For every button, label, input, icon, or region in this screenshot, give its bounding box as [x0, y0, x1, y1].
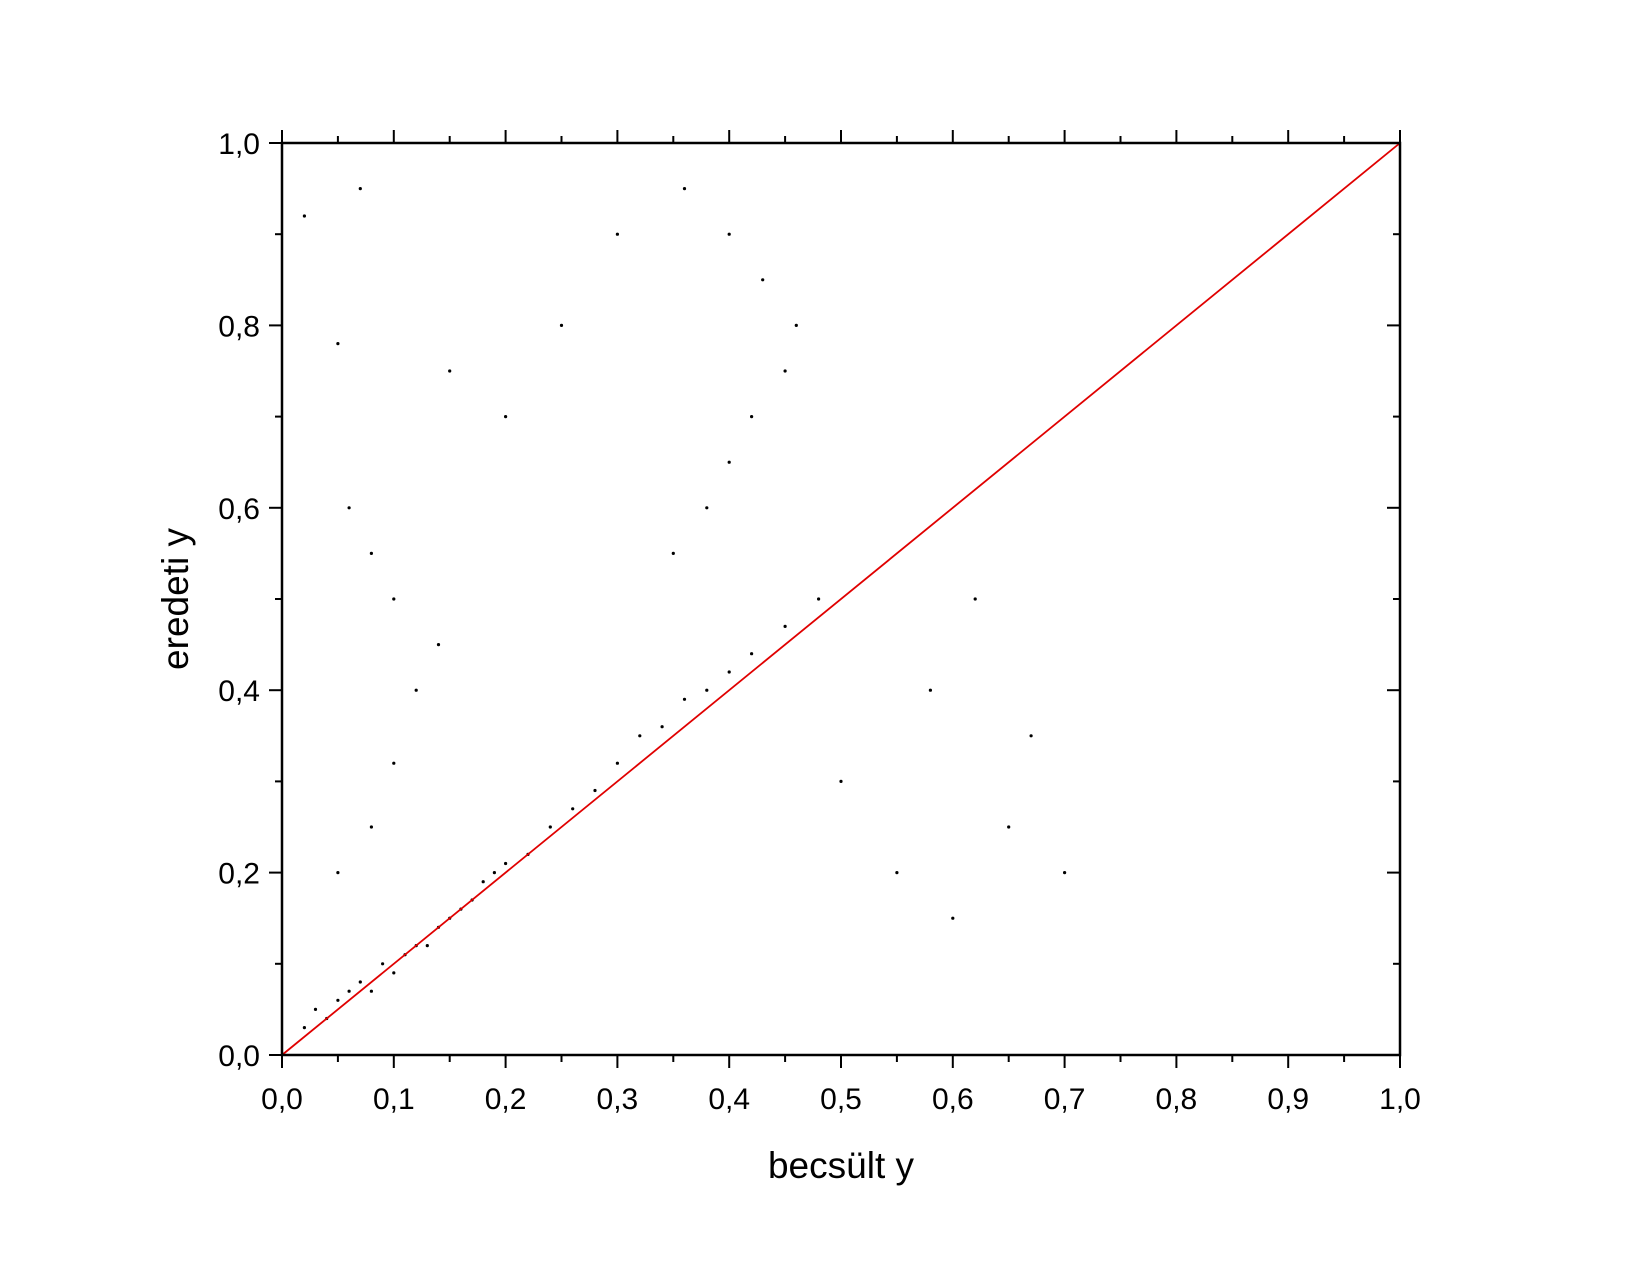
data-point — [593, 788, 597, 793]
y-tick-label: 0,6 — [218, 493, 260, 526]
data-points — [302, 187, 1067, 1030]
data-point — [369, 989, 373, 993]
x-tick-label: 0,2 — [485, 1083, 527, 1116]
data-point — [392, 971, 396, 975]
data-point — [615, 761, 620, 765]
data-point — [436, 643, 441, 647]
data-point — [302, 214, 306, 218]
data-point — [358, 980, 362, 984]
data-point — [1063, 871, 1067, 875]
reference-line-group — [281, 142, 1401, 1056]
data-point — [381, 962, 385, 966]
data-point — [761, 278, 765, 282]
data-point — [794, 323, 798, 327]
data-point — [347, 989, 351, 993]
data-point — [492, 871, 496, 875]
y-tick-label: 0,2 — [218, 858, 260, 891]
data-point — [660, 725, 664, 729]
data-point — [682, 187, 687, 191]
x-tick-label: 0,7 — [1044, 1083, 1086, 1116]
x-tick-label: 0,6 — [932, 1083, 974, 1116]
y-tick-label: 1,0 — [218, 128, 260, 161]
axis-ticks — [269, 130, 1401, 1068]
data-point — [369, 825, 373, 829]
x-tick-label: 0,9 — [1267, 1083, 1309, 1116]
data-point — [559, 323, 564, 327]
data-point — [448, 369, 452, 373]
x-axis-title: becsült y — [768, 1145, 915, 1186]
data-point — [951, 916, 955, 920]
tick-labels: 0,0 0,1 0,2 0,3 0,4 0,5 0,6 0,7 0,8 0,9 1,0 0,0 0,2 0… — [218, 128, 1421, 1116]
data-point — [750, 652, 754, 656]
data-point — [928, 688, 933, 692]
data-point — [671, 551, 675, 556]
data-point — [727, 460, 731, 464]
data-point — [481, 880, 485, 884]
data-point — [705, 688, 709, 692]
reference-line — [281, 142, 1401, 1056]
data-point — [638, 734, 642, 738]
data-point — [750, 415, 754, 419]
data-point — [504, 415, 508, 419]
data-point — [783, 369, 787, 373]
data-point — [817, 597, 821, 601]
data-point — [548, 825, 552, 829]
data-point — [839, 779, 843, 784]
x-tick-label: 0,0 — [261, 1083, 303, 1116]
data-point — [571, 807, 575, 811]
y-axis-title: eredeti y — [155, 528, 196, 670]
data-point — [504, 861, 508, 866]
data-point — [727, 670, 731, 674]
data-point — [425, 944, 429, 948]
x-tick-label: 0,5 — [820, 1083, 862, 1116]
x-tick-label: 0,1 — [373, 1083, 415, 1116]
y-tick-label: 0,8 — [218, 310, 260, 343]
data-point — [369, 551, 373, 556]
x-tick-label: 0,3 — [597, 1083, 639, 1116]
data-point — [1029, 734, 1033, 738]
data-point — [347, 506, 351, 510]
y-tick-label: 0,4 — [218, 675, 260, 708]
data-point — [895, 871, 899, 875]
data-point — [414, 688, 418, 692]
data-point — [705, 506, 709, 510]
data-point — [727, 232, 731, 236]
x-tick-label: 1,0 — [1379, 1083, 1421, 1116]
data-point — [336, 871, 340, 875]
data-point — [302, 1026, 306, 1030]
data-point — [783, 624, 787, 629]
data-point — [392, 761, 396, 765]
data-point — [336, 998, 340, 1002]
data-point — [336, 342, 340, 346]
data-point — [973, 597, 977, 601]
x-tick-label: 0,4 — [708, 1083, 750, 1116]
data-point — [313, 1007, 318, 1012]
data-point — [358, 187, 362, 191]
data-point — [615, 232, 620, 236]
data-point — [392, 597, 396, 601]
data-point — [1007, 825, 1011, 829]
x-tick-label: 0,8 — [1156, 1083, 1198, 1116]
data-point — [682, 697, 687, 701]
y-tick-label: 0,0 — [218, 1040, 260, 1073]
